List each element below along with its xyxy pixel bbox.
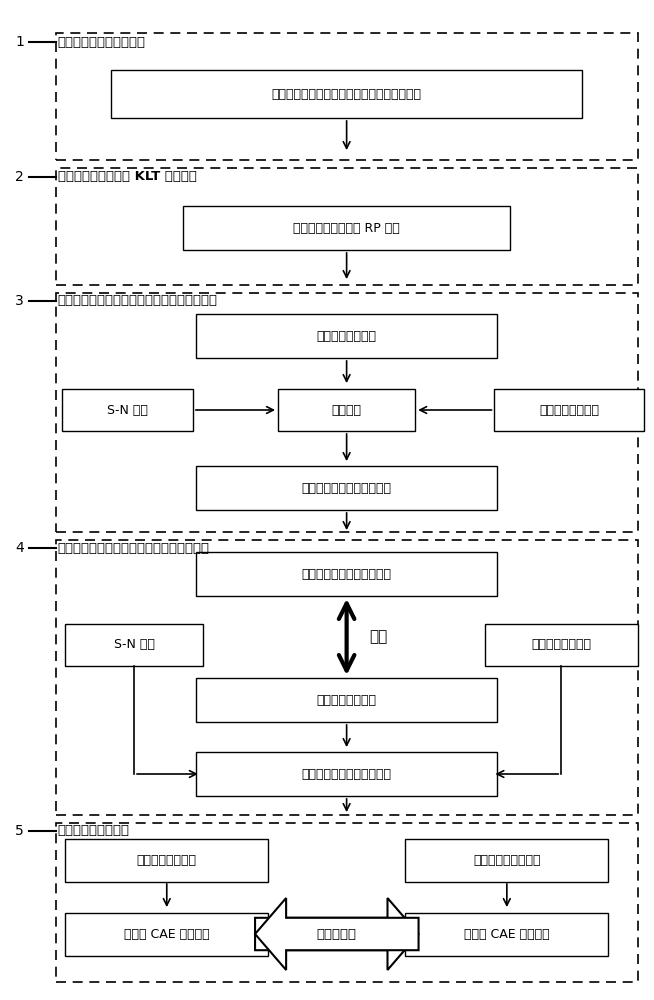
Bar [65,624,203,666]
Text: 底盘件等效块谱载荷: 底盘件等效块谱载荷 [473,854,541,866]
Text: 底盘件试验场载荷谱 KLT 路面滤波: 底盘件试验场载荷谱 KLT 路面滤波 [58,170,196,184]
Text: 相等: 相等 [370,630,388,645]
Polygon shape [255,898,419,970]
Text: 底盘件试验场载荷: 底盘件试验场载荷 [137,854,197,866]
Bar [278,389,415,431]
Text: 零部件试验场载荷总损伤值: 零部件试验场载荷总损伤值 [301,568,392,580]
Text: 迈纳累积损伤准则: 迈纳累积损伤准则 [539,403,599,416]
Text: 1: 1 [15,35,24,49]
Text: 3: 3 [15,294,24,308]
Bar [196,552,497,596]
Bar [183,206,510,250]
Bar [56,33,638,160]
Text: S-N 曲线: S-N 曲线 [107,403,148,416]
Bar [65,912,268,956]
Polygon shape [255,898,419,970]
Bar [196,752,497,796]
Bar [405,912,608,956]
Text: 4: 4 [15,541,24,555]
Text: 底盘件试验场可靠性道路试验规范载荷谱采集: 底盘件试验场可靠性道路试验规范载荷谱采集 [271,88,422,101]
Bar [196,314,497,358]
Bar [56,823,638,982]
Bar [196,678,497,722]
Text: 底盘件 CAE 耐久分析: 底盘件 CAE 耐久分析 [464,928,549,940]
Text: 构建块谱载荷幅值及循环数: 构建块谱载荷幅值及循环数 [301,768,392,780]
Bar [405,838,608,882]
Text: 迈纳累积损伤准则: 迈纳累积损伤准则 [531,639,591,652]
Text: 底盘件试验场载荷谱雨流计数及累积损伤计算: 底盘件试验场载荷谱雨流计数及累积损伤计算 [58,294,218,308]
Bar [485,624,638,666]
Bar [111,70,582,118]
Bar [62,389,193,431]
Text: 底盘件等效块谱评价: 底盘件等效块谱评价 [58,824,129,838]
Bar [56,540,638,815]
Text: S-N 曲线: S-N 曲线 [114,639,154,652]
Text: 底盘件 CAE 耐久分析: 底盘件 CAE 耐久分析 [124,928,209,940]
Bar [494,389,644,431]
Bar [65,838,268,882]
Text: 5: 5 [15,824,24,838]
Text: 2: 2 [15,170,24,184]
Text: 雨流计数: 雨流计数 [332,403,362,416]
Text: 块谱载荷总损伤值: 块谱载荷总损伤值 [317,694,377,706]
Text: 底盘件试验场载荷: 底盘件试验场载荷 [317,330,377,342]
Bar [196,466,497,510]
Bar [56,168,638,285]
Text: 底盘件试验场载荷谱采集: 底盘件试验场载荷谱采集 [58,35,146,48]
Text: 结果一致性: 结果一致性 [317,928,357,940]
Text: 底盘件试验场载荷谱 RP 滤波: 底盘件试验场载荷谱 RP 滤波 [293,222,400,234]
Text: 零部件试验场载荷总损伤值: 零部件试验场载荷总损伤值 [301,482,392,494]
Bar [56,293,638,532]
Text: 底盘件块谱载荷幅值及等损伤循环次数确定: 底盘件块谱载荷幅值及等损伤循环次数确定 [58,542,209,554]
